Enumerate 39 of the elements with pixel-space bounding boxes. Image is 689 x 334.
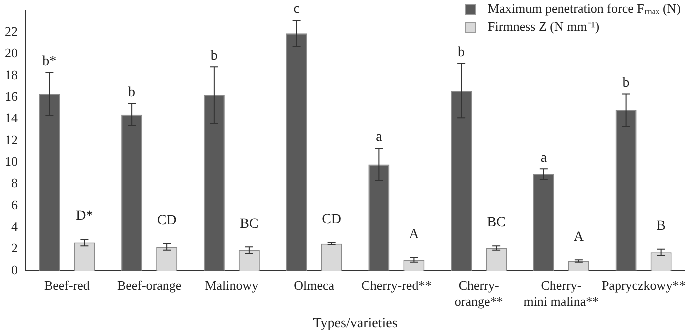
x-axis-title: Types/varieties [313, 316, 398, 332]
data-label: B [656, 218, 666, 234]
data-label: D* [76, 209, 94, 224]
data-label: BC [487, 216, 506, 231]
legend-label: Maximum penetration force Fₘₐₓ (N) [488, 0, 681, 18]
data-label: b* [42, 54, 57, 70]
data-label: c [294, 2, 300, 18]
data-label: BC [240, 216, 259, 232]
x-tick-label: Cherry-orange** [454, 278, 504, 309]
x-tick-label: Cherry-mini malina** [524, 278, 600, 309]
data-label: b [128, 86, 136, 101]
data-label: b [622, 76, 630, 91]
y-tick-label: 8 [12, 176, 18, 191]
y-tick-label: 22 [5, 24, 18, 39]
data-label: A [409, 228, 420, 243]
legend-label: Firmness Z (N mm⁻¹) [488, 18, 600, 36]
data-label: b [458, 46, 466, 61]
y-tick-label: 16 [5, 88, 18, 104]
y-tick-label: 12 [5, 132, 18, 148]
x-tick-label: Malinowy [205, 278, 260, 294]
data-label: CD [322, 212, 342, 228]
y-tick-label: 6 [12, 197, 18, 212]
x-tick-label: Beef-orange [117, 278, 182, 294]
data-label: CD [157, 214, 177, 229]
data-label: a [540, 150, 548, 166]
y-tick-label: 4 [12, 219, 18, 234]
data-label: b [210, 48, 218, 64]
data-label: a [376, 130, 384, 146]
y-tick-label: 20 [5, 46, 18, 61]
y-tick-label: 14 [5, 110, 18, 126]
data-label: A [574, 230, 585, 245]
y-tick-label: 0 [12, 262, 18, 278]
x-tick-label: Olmeca [294, 278, 335, 294]
y-tick-label: 18 [5, 67, 18, 82]
x-tick-label: Cherry-red** [362, 278, 432, 294]
x-tick-label: Papryczkowy** [602, 278, 686, 294]
y-tick-label: 2 [12, 240, 18, 256]
x-tick-label: Beef-red [44, 278, 90, 294]
y-tick-label: 10 [5, 154, 18, 170]
